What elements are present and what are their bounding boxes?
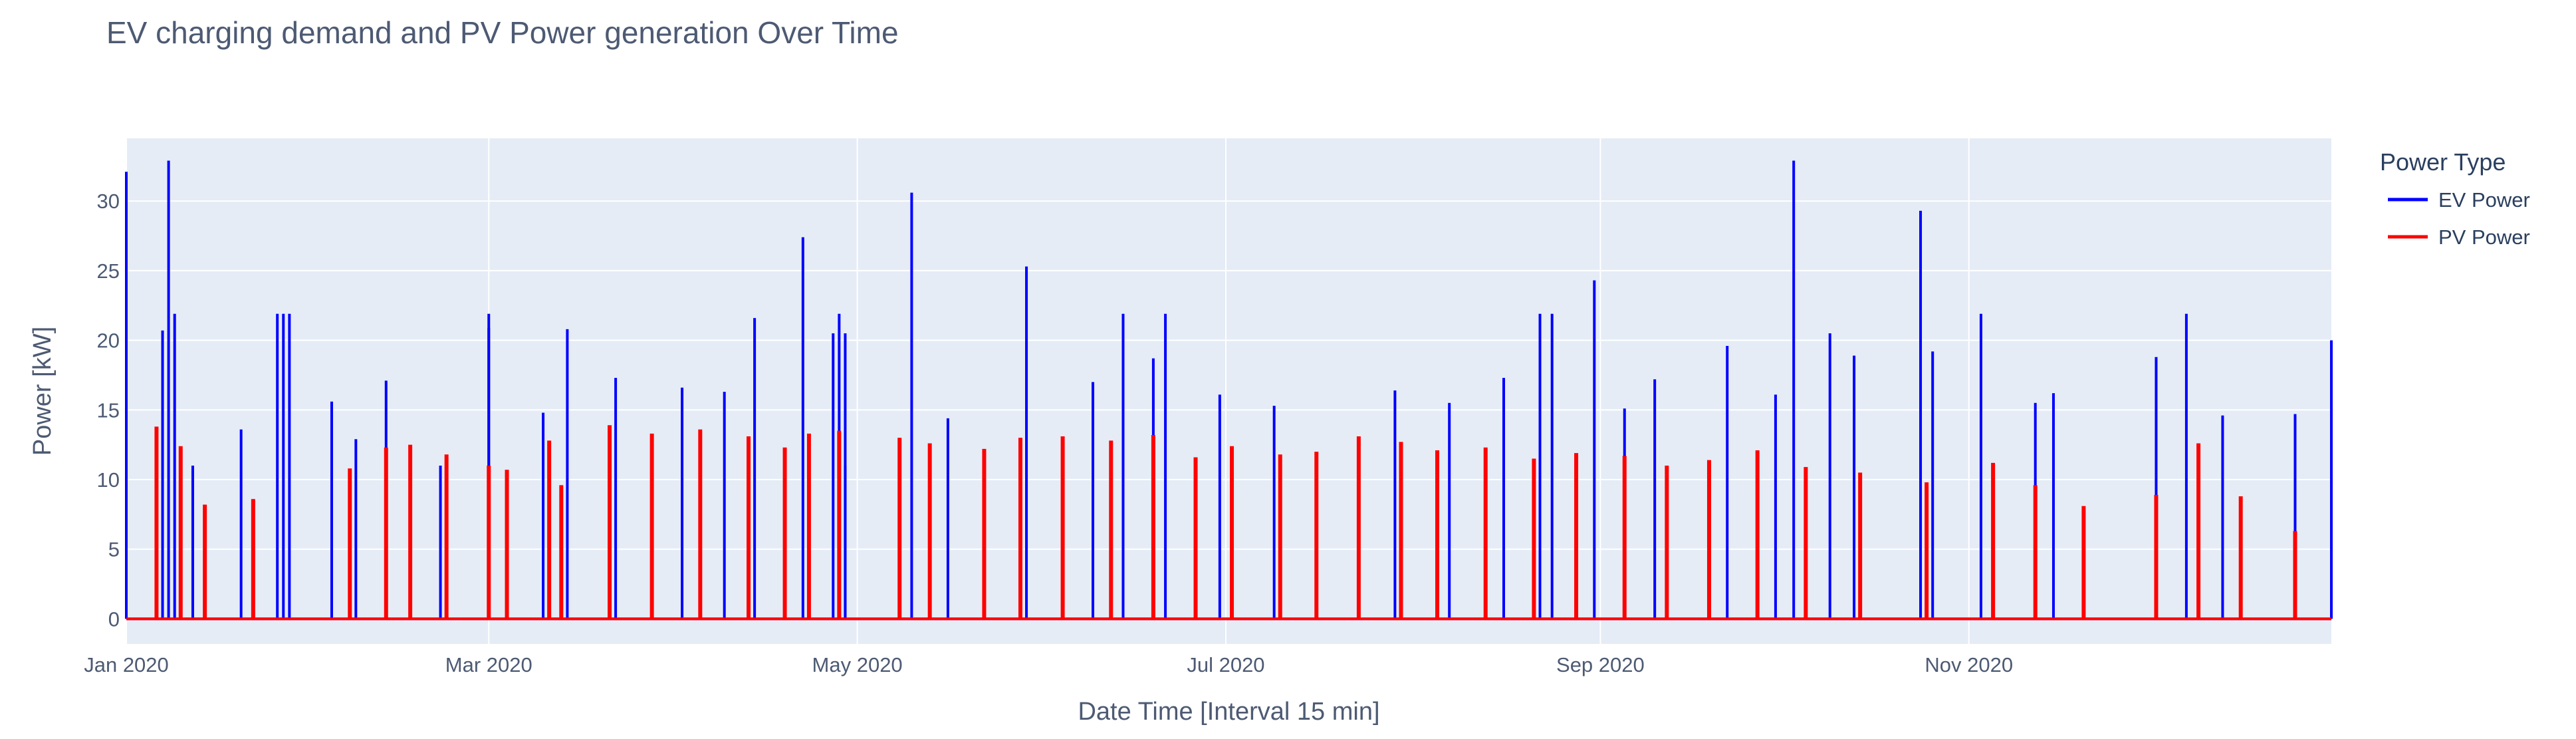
grid-layer	[126, 138, 2331, 644]
x-tick-label: Sep 2020	[1556, 653, 1645, 676]
x-tick-label: Mar 2020	[445, 653, 532, 676]
y-tick-label: 5	[108, 538, 120, 561]
y-axis-ticks: 0 5 10 15 20 25 30	[97, 190, 120, 631]
y-tick-label: 0	[108, 607, 120, 631]
legend-item-label[interactable]: EV Power	[2438, 188, 2530, 212]
y-tick-label: 20	[97, 329, 120, 353]
plot-background	[126, 138, 2331, 644]
x-tick-label: Nov 2020	[1925, 653, 2013, 676]
legend-title: Power Type	[2380, 148, 2506, 176]
x-tick-label: Jan 2020	[84, 653, 169, 676]
x-axis-title: Date Time [Interval 15 min]	[1078, 698, 1379, 726]
legend[interactable]: Power Type EV Power PV Power	[2380, 148, 2530, 249]
pv-power-series	[126, 425, 2331, 621]
x-tick-label: May 2020	[812, 653, 903, 676]
chart-title: EV charging demand and PV Power generati…	[106, 15, 899, 50]
legend-item-label[interactable]: PV Power	[2438, 225, 2530, 249]
x-tick-label: Jul 2020	[1187, 653, 1264, 676]
y-tick-label: 25	[97, 259, 120, 283]
legend-items[interactable]: EV Power PV Power	[2388, 188, 2530, 249]
y-tick-label: 15	[97, 398, 120, 422]
y-tick-label: 30	[97, 190, 120, 213]
y-axis-title: Power [kW]	[29, 327, 57, 456]
y-tick-label: 10	[97, 468, 120, 492]
x-axis-ticks: Jan 2020 Mar 2020 May 2020 Jul 2020 Sep 2020…	[84, 653, 2013, 676]
